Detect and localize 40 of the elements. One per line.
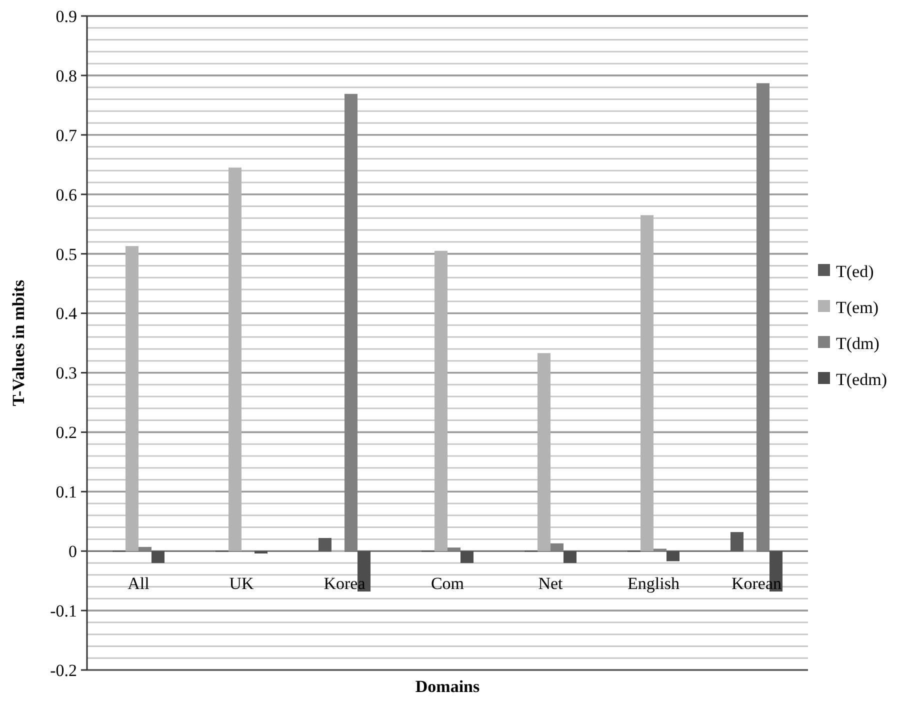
x-tick-label: All	[128, 574, 150, 594]
y-tick-label: 0.3	[56, 364, 77, 383]
bar	[344, 94, 358, 552]
y-tick-label: 0.4	[56, 304, 78, 324]
x-tick-label: Net	[538, 574, 564, 594]
y-tick-label: 0.6	[56, 185, 77, 204]
y-tick-label: 0.5	[56, 244, 77, 264]
x-axis-title: Domains	[415, 677, 480, 696]
legend-label: T(dm)	[836, 334, 880, 353]
y-axis-title: T-Values in mbits	[9, 279, 28, 406]
x-tick-label: UK	[229, 574, 254, 594]
y-tick-label: 0.8	[56, 66, 77, 86]
bar	[730, 532, 744, 552]
bar	[448, 548, 460, 552]
bar	[138, 546, 152, 552]
bar	[654, 548, 666, 552]
x-tick-label: Com	[430, 574, 464, 594]
y-tick-label: 0.7	[56, 126, 78, 145]
bar	[756, 83, 770, 552]
bar	[318, 538, 332, 552]
bar	[538, 353, 550, 552]
bar	[126, 246, 138, 552]
bar	[564, 551, 576, 563]
y-tick-label: -0.2	[50, 660, 77, 680]
legend-label: T(ed)	[836, 262, 874, 281]
legend-label: T(em)	[836, 298, 878, 317]
legend-label: T(edm)	[836, 370, 887, 389]
bar	[550, 543, 564, 552]
y-tick-label: 0.9	[56, 6, 77, 26]
bar	[460, 551, 474, 563]
y-tick-label: 0.2	[56, 423, 77, 442]
bar	[152, 551, 164, 563]
y-tick-label: 0.1	[56, 482, 77, 502]
x-tick-label: English	[628, 574, 680, 594]
bar	[666, 551, 680, 562]
bar	[434, 250, 448, 552]
bar	[228, 168, 242, 552]
y-tick-label: 0	[68, 542, 77, 562]
bar	[640, 215, 654, 552]
y-tick-label: -0.1	[50, 601, 77, 620]
